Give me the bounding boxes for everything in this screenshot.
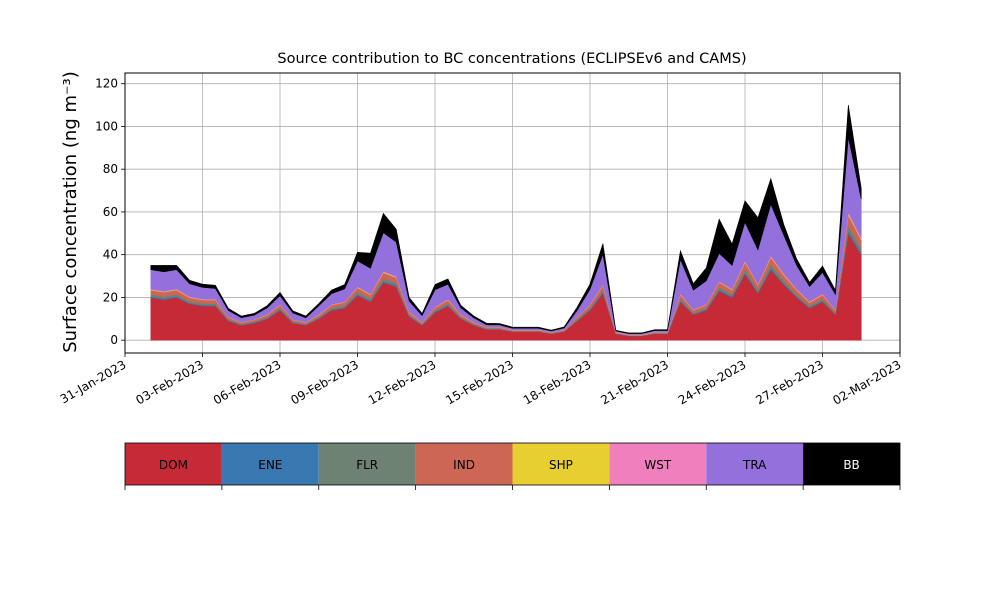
legend-label-wst: WST xyxy=(644,458,671,472)
y-tick-label: 60 xyxy=(103,205,118,219)
x-tick-label: 24-Feb-2023 xyxy=(676,357,749,407)
legend-label-flr: FLR xyxy=(356,458,378,472)
legend-swatch-wst xyxy=(609,443,707,485)
legend-label-shp: SHP xyxy=(549,458,573,472)
y-tick-label: 20 xyxy=(103,290,118,304)
y-tick-label: 80 xyxy=(103,162,118,176)
legend-swatch-ind xyxy=(415,443,513,485)
x-tick-label: 31-Jan-2023 xyxy=(58,357,129,406)
legend-swatch-bb xyxy=(803,443,900,485)
legend-swatch-dom xyxy=(125,443,222,485)
legend-swatch-shp xyxy=(512,443,610,485)
legend-swatch-ene xyxy=(221,443,319,485)
y-axis: 0 20 40 60 80 100 120 xyxy=(95,77,125,347)
x-tick-label: 12-Feb-2023 xyxy=(366,357,439,407)
x-axis: 31-Jan-2023 03-Feb-2023 06-Feb-2023 09-Feb-… xyxy=(58,353,904,408)
legend-colorbar: DOM ENE FLR IND SHP WST TRA BB xyxy=(124,442,901,490)
y-tick-label: 40 xyxy=(103,248,118,262)
y-tick-label: 0 xyxy=(110,333,118,347)
x-tick-label: 02-Mar-2023 xyxy=(830,357,903,407)
legend-label-bb: BB xyxy=(843,458,859,472)
x-tick-label: 06-Feb-2023 xyxy=(211,357,284,407)
legend-label-dom: DOM xyxy=(159,458,188,472)
x-tick-label: 03-Feb-2023 xyxy=(133,357,206,407)
x-tick-label: 18-Feb-2023 xyxy=(521,357,594,407)
stacked-areas xyxy=(150,105,862,341)
area-bb xyxy=(150,105,862,334)
legend-label-ind: IND xyxy=(453,458,475,472)
x-tick-label: 09-Feb-2023 xyxy=(288,357,361,407)
legend-swatch-tra xyxy=(706,443,804,485)
y-tick-label: 100 xyxy=(95,119,118,133)
x-tick-label: 15-Feb-2023 xyxy=(443,357,516,407)
legend-label-ene: ENE xyxy=(258,458,282,472)
x-tick-label: 21-Feb-2023 xyxy=(598,357,671,407)
legend-label-tra: TRA xyxy=(742,458,767,472)
y-axis-label: Surface concentration (ng m⁻³) xyxy=(60,71,81,353)
chart-title: Source contribution to BC concentrations… xyxy=(277,51,746,67)
y-tick-label: 120 xyxy=(95,77,118,91)
legend-swatch-flr xyxy=(318,443,416,485)
x-tick-label: 27-Feb-2023 xyxy=(753,357,826,407)
